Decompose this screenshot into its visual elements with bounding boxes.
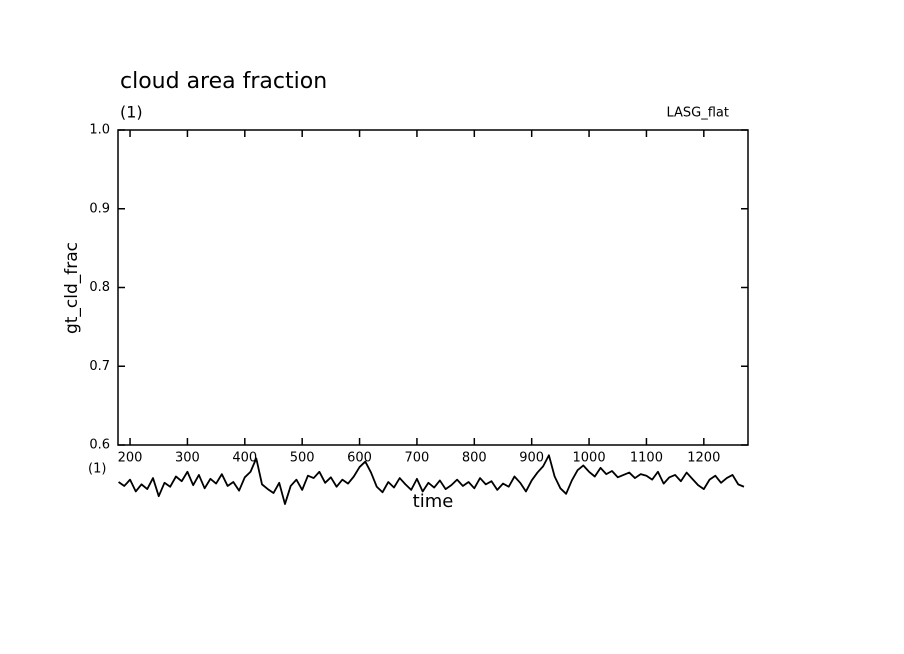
y-tick-label: 0.7 bbox=[89, 359, 110, 374]
y-axis-label: gt_cld_frac bbox=[62, 242, 82, 334]
x-tick-label: 900 bbox=[519, 451, 544, 466]
x-tick-label: 700 bbox=[405, 451, 430, 466]
y-tick-label: 0.6 bbox=[89, 438, 110, 453]
chart-title: cloud area fraction bbox=[120, 69, 327, 94]
y-tick-label: 0.8 bbox=[89, 280, 110, 295]
subtitle: (1) bbox=[120, 103, 143, 122]
x-tick-label: 500 bbox=[290, 451, 315, 466]
x-axis-label: time bbox=[413, 491, 454, 512]
x-tick-label: 600 bbox=[347, 451, 372, 466]
x-tick-label: 200 bbox=[118, 451, 143, 466]
x-tick-label: 800 bbox=[462, 451, 487, 466]
x-tick-label: 300 bbox=[175, 451, 200, 466]
x-tick-label: 1000 bbox=[573, 451, 606, 466]
y-tick-label: 0.9 bbox=[89, 201, 110, 216]
data-line bbox=[118, 454, 745, 505]
x-tick-label: 1100 bbox=[630, 451, 663, 466]
x-unit: (1) bbox=[88, 462, 106, 477]
y-tick-label: 1.0 bbox=[89, 123, 110, 138]
x-tick-label: 400 bbox=[232, 451, 257, 466]
annotation: LASG_flat bbox=[666, 106, 729, 121]
x-tick-label: 1200 bbox=[687, 451, 720, 466]
